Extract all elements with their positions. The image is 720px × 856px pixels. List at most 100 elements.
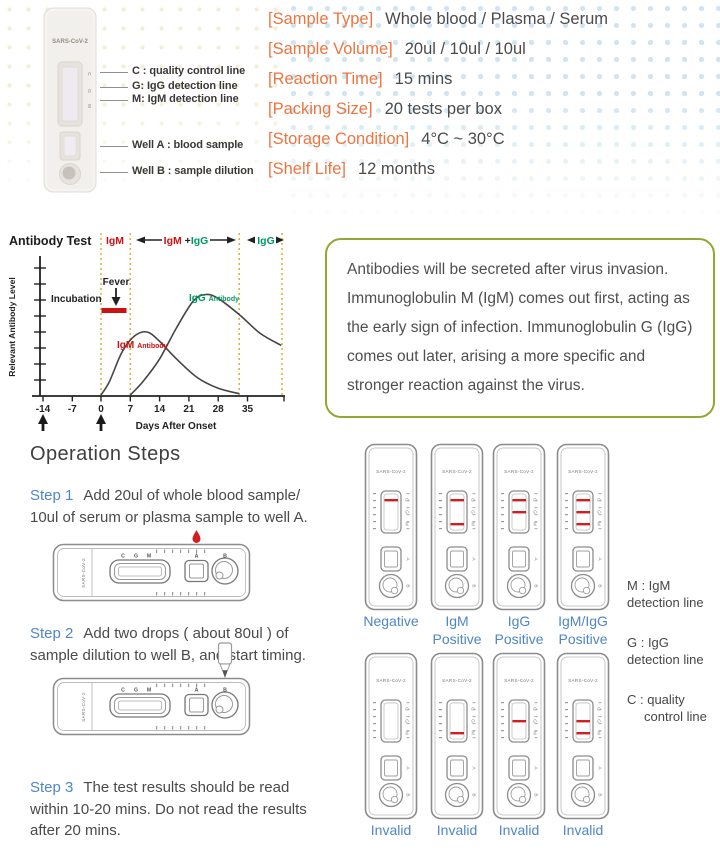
svg-text:M: M [404,522,410,526]
svg-text:A: A [471,766,477,770]
photo-window-letter-m: M [86,104,92,108]
blood-drop-icon [192,530,201,543]
svg-text:G: G [532,510,538,514]
phase-igm-label: IgM [106,235,124,247]
spec-row-reaction-time: [Reaction Time] 15 mins [268,70,608,100]
svg-text:B: B [597,584,603,587]
svg-text:SARS-CoV-2: SARS-CoV-2 [568,678,598,683]
step-2: Step 2 Add two drops ( about 80ul ) of sa… [30,623,324,666]
y-axis-ticks [34,267,46,381]
result-cassette: SARS-CoV-2 C G M A B [492,443,546,616]
spec-row-sample-type: [Sample Type] Whole blood / Plasma / Seru… [268,10,608,40]
legend-item-m: M : IgM detection line [627,577,719,611]
step-1-text: Add 20ul of whole blood sample/ 10ul of … [30,487,308,526]
spec-value: 20 tests per box [384,100,502,118]
svg-text:B: B [223,554,227,560]
svg-text:A: A [405,766,411,770]
result-label: Invalid [498,822,540,838]
svg-text:SARS-CoV-2: SARS-CoV-2 [376,469,406,474]
spec-value: 20ul / 10ul / 10ul [404,40,526,58]
info-box: Antibodies will be secreted after virus … [325,238,715,418]
spec-list: [Sample Type] Whole blood / Plasma / Seru… [268,10,608,190]
spec-label: [Sample Volume] [268,40,393,58]
spec-row-sample-volume: [Sample Volume] 20ul / 10ul / 10ul [268,40,608,70]
phase-igm-igg-label: IgM +IgG [164,235,209,247]
svg-text:G: G [134,554,138,560]
legend-c-line1: C : quality [627,692,685,707]
x-tick: -7 [68,404,77,415]
svg-text:C: C [121,688,125,694]
spec-label: [Storage Condition] [268,130,410,148]
antibody-chart: Antibody Test IgM IgM +IgG IgG [7,233,285,432]
svg-text:A: A [405,557,411,561]
photo-window-letter-g: G [86,89,92,93]
legend-item-c: C : quality control line [627,691,719,725]
legend-g-line1: G : IgG [627,635,669,650]
svg-text:A: A [533,766,539,770]
fever-label: Fever [103,277,130,288]
callout-line-m [100,100,128,101]
svg-text:C: C [404,707,410,711]
step-1-cassette-diagram: SARS-CoV-2 C G M A B [52,529,252,608]
step-3-label: Step 3 [30,779,74,796]
result-cassette: SARS-CoV-2 C G M A B [556,652,610,825]
svg-text:C: C [404,498,410,502]
svg-text:A: A [597,557,603,561]
curve-igg [129,293,282,396]
callout-label-c: C : quality control line [132,65,246,77]
result-cassette: SARS-CoV-2 C G M A B [364,443,418,616]
spec-row-shelf-life: [Shelf Life] 12 months [268,160,608,190]
triangle-left-icon [247,236,255,244]
callout-label-g: G: IgG detection line [132,80,238,92]
step-2-label: Step 2 [30,625,74,642]
svg-text:M: M [470,731,476,735]
result-cassette: SARS-CoV-2 C G M A B [556,443,610,616]
result-label: Invalid [562,822,604,838]
arrow-right-icon [227,236,236,244]
svg-text:SARS-CoV-2: SARS-CoV-2 [442,678,472,683]
svg-text:SARS-CoV-2: SARS-CoV-2 [442,469,472,474]
callout-line-well-a [100,146,128,147]
svg-text:B: B [223,688,227,694]
svg-text:M: M [470,522,476,526]
svg-text:G: G [404,510,410,514]
fever-bar [101,308,127,313]
legend-item-g: G : IgG detection line [627,634,719,668]
svg-text:B: B [533,584,539,587]
svg-text:SARS-CoV-2: SARS-CoV-2 [81,692,86,722]
svg-text:SARS-CoV-2: SARS-CoV-2 [568,469,598,474]
svg-text:G: G [596,510,602,514]
svg-text:M: M [147,554,151,560]
svg-text:B: B [533,793,539,796]
svg-text:SARS-CoV-2: SARS-CoV-2 [81,558,86,588]
svg-text:G: G [596,719,602,723]
step-1: Step 1 Add 20ul of whole blood sample/ 10… [30,485,324,528]
svg-text:M: M [532,731,538,735]
result-cassette: SARS-CoV-2 C G M A B [364,652,418,825]
callout-line-well-b [100,172,128,173]
svg-text:M: M [404,731,410,735]
spec-label: [Sample Type] [268,10,374,28]
svg-text:M: M [596,731,602,735]
legend-m-line2: detection line [627,595,704,610]
curve-igm [100,330,240,396]
info-box-text: Antibodies will be secreted after virus … [347,261,693,394]
spec-row-packing-size: [Packing Size] 20 tests per box [268,100,608,130]
result-label: Invalid [370,822,412,838]
callout-label-well-a: Well A : blood sample [132,139,244,151]
x-tick: 35 [242,404,254,415]
x-tick: 0 [98,404,104,415]
x-tick: 28 [213,404,225,415]
triangle-right-icon [276,236,284,244]
svg-text:A: A [471,557,477,561]
chart-title: Antibody Test [9,234,92,248]
result-label: IgM Positive [432,613,482,647]
step-1-label: Step 1 [30,487,74,504]
cassette-photo: SARS-CoV-2 C G M [43,7,97,193]
svg-text:C: C [470,498,476,502]
legend-c-line2: control line [644,709,707,724]
x-tick: 7 [128,404,134,415]
svg-text:M: M [147,688,151,694]
y-axis-label: Relevant Antibody Level [7,277,17,377]
